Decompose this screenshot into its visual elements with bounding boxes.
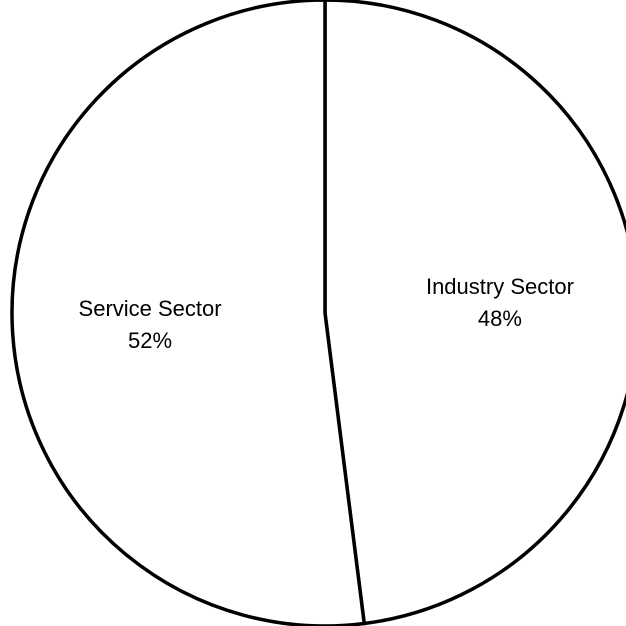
pie-slice-industry-sector bbox=[323, 0, 626, 626]
labels-layer: Industry Sector 48% Service Sector 52% bbox=[79, 274, 574, 353]
slice-label-name: Service Sector bbox=[79, 296, 222, 321]
pie-slice-service-sector bbox=[10, 0, 366, 626]
slice-label-percent: 48% bbox=[478, 306, 522, 331]
slices-layer bbox=[10, 0, 626, 626]
slice-label-percent: 52% bbox=[128, 328, 172, 353]
slice-label-name: Industry Sector bbox=[426, 274, 574, 299]
